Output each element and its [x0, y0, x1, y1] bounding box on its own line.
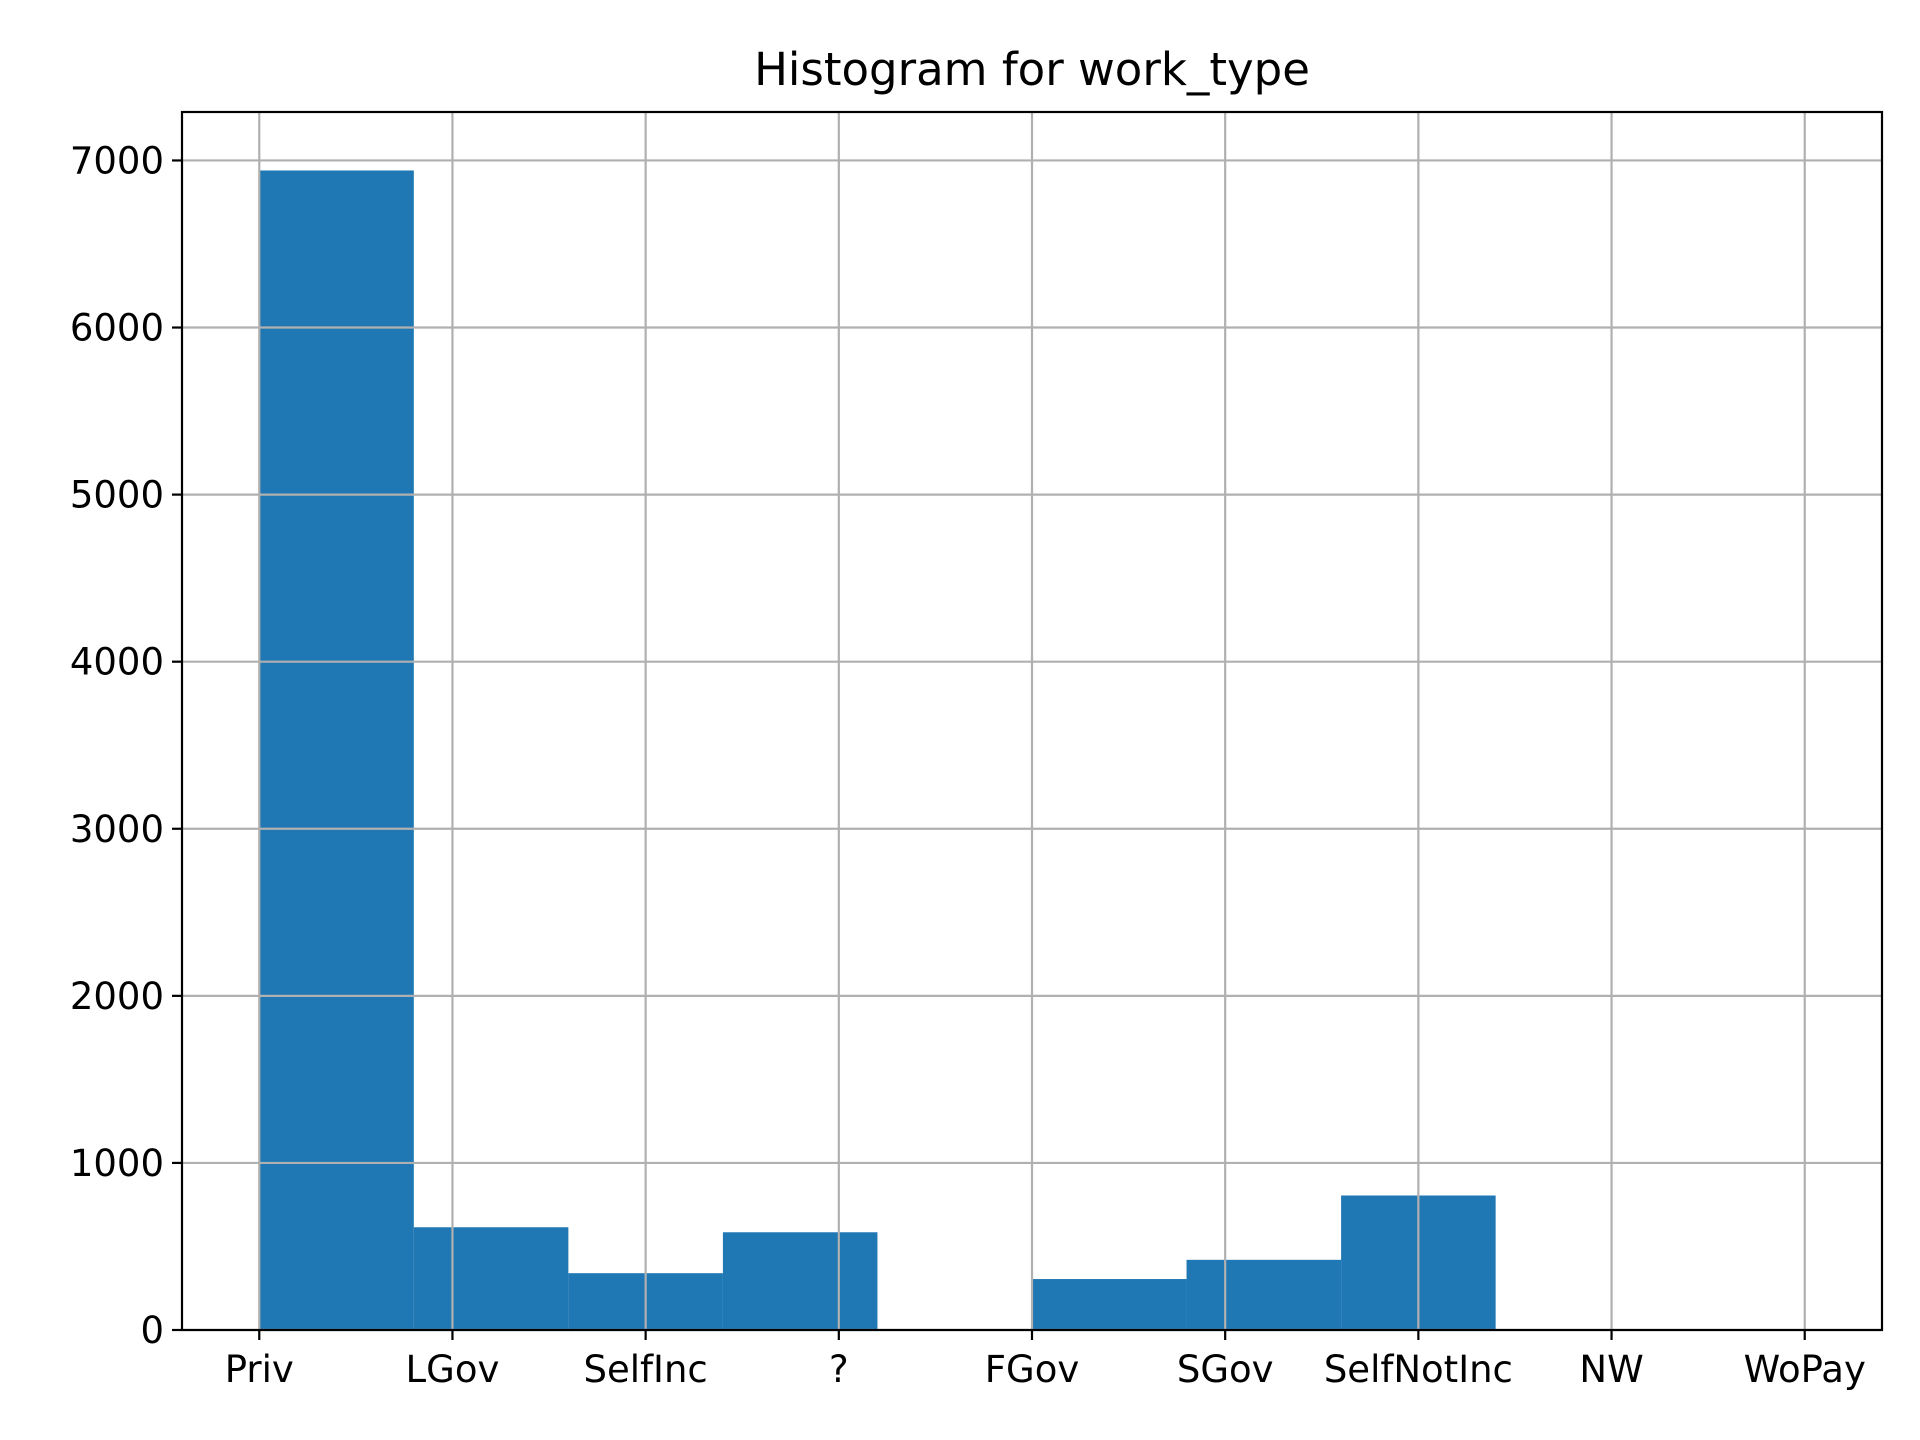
y-axis-ticks: 0 1000 2000 3000 4000 5000 6000 7000 [70, 139, 182, 1352]
histogram-bar [413, 1227, 569, 1330]
y-tick-label: 3000 [70, 808, 164, 851]
x-tick-label: Priv [225, 1348, 294, 1391]
x-tick-label: SelfInc [584, 1348, 708, 1391]
x-tick-label: FGov [985, 1348, 1080, 1391]
histogram-bar [259, 170, 414, 1330]
y-tick-label: 5000 [70, 474, 164, 517]
grid-overlay [182, 112, 1882, 1332]
y-tick-label: 4000 [70, 641, 164, 684]
x-tick-label: SGov [1177, 1348, 1274, 1391]
y-tick-label: 6000 [70, 307, 164, 350]
histogram-bars [259, 170, 1496, 1330]
x-tick-label: LGov [406, 1348, 500, 1391]
x-tick-label: SelfNotInc [1324, 1348, 1513, 1391]
y-tick-label: 1000 [70, 1142, 164, 1185]
x-tick-label: WoPay [1744, 1348, 1866, 1391]
y-tick-label: 7000 [70, 139, 164, 182]
histogram-bar [722, 1232, 878, 1330]
x-tick-label: ? [829, 1348, 849, 1391]
y-tick-label: 0 [140, 1309, 164, 1352]
x-axis-ticks: Priv LGov SelfInc? FGov SGov SelfNotInc NW WoPa… [225, 1330, 1866, 1391]
chart-title: Histogram for work_type [754, 43, 1310, 96]
y-tick-label: 2000 [70, 975, 164, 1018]
histogram-bar [1032, 1279, 1187, 1330]
x-tick-label: NW [1579, 1348, 1643, 1391]
histogram-bar [1186, 1259, 1342, 1330]
